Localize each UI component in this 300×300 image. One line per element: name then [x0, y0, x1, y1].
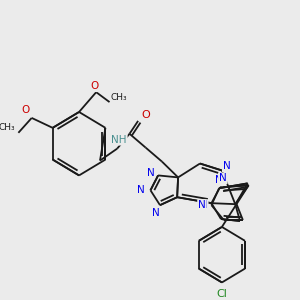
Text: N: N	[223, 161, 230, 172]
Text: N: N	[137, 185, 145, 195]
Text: N: N	[219, 173, 227, 183]
Text: CH₃: CH₃	[0, 123, 15, 132]
Text: N: N	[200, 200, 208, 210]
Text: Cl: Cl	[217, 289, 227, 299]
Text: N: N	[152, 208, 160, 218]
Text: N: N	[147, 168, 154, 178]
Text: NH: NH	[111, 135, 127, 145]
Text: O: O	[90, 81, 98, 91]
Text: CH₃: CH₃	[111, 93, 128, 102]
Text: N: N	[198, 200, 206, 210]
Text: N: N	[215, 176, 223, 185]
Text: O: O	[22, 105, 30, 115]
Text: O: O	[141, 110, 150, 120]
